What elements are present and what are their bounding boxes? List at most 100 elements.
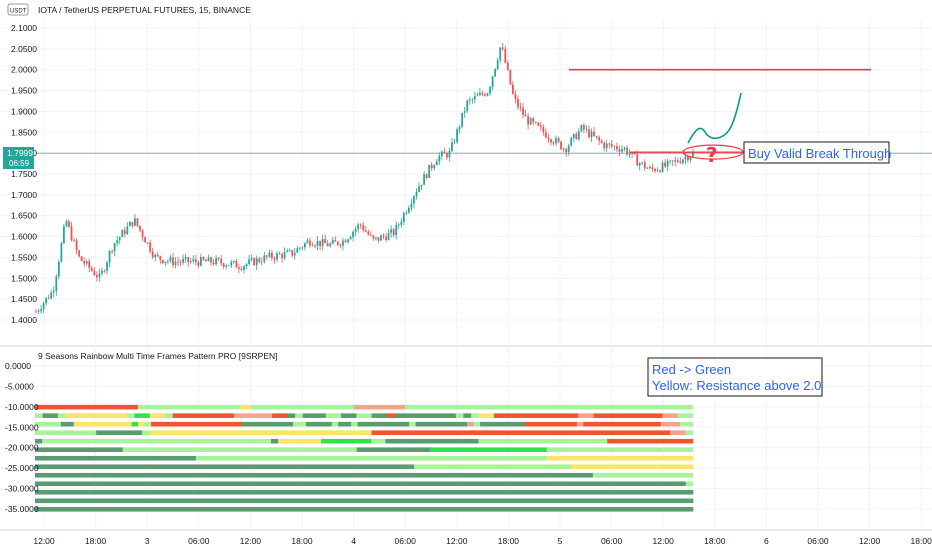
candle-body[interactable] [255, 258, 258, 266]
candle-body[interactable] [245, 263, 248, 267]
candle-body[interactable] [666, 161, 669, 167]
candle-body[interactable] [481, 92, 484, 95]
candle-body[interactable] [621, 149, 623, 152]
candle-body[interactable] [501, 47, 504, 49]
candle-body[interactable] [600, 140, 603, 143]
candle-body[interactable] [519, 107, 522, 108]
candle-body[interactable] [151, 251, 154, 258]
candle-body[interactable] [161, 259, 164, 264]
candle-body[interactable] [646, 167, 649, 169]
candle-body[interactable] [372, 235, 375, 239]
candle-body[interactable] [641, 162, 644, 164]
candle-body[interactable] [577, 131, 580, 140]
candle-body[interactable] [496, 60, 499, 69]
candle-body[interactable] [146, 242, 149, 244]
candle-body[interactable] [139, 225, 141, 231]
candle-body[interactable] [192, 259, 195, 262]
candle-body[interactable] [164, 261, 167, 264]
candle-body[interactable] [529, 118, 532, 125]
candle-body[interactable] [199, 257, 202, 266]
candle-body[interactable] [385, 236, 387, 241]
candle-body[interactable] [75, 240, 78, 251]
candle-body[interactable] [453, 142, 456, 144]
candle-body[interactable] [479, 92, 481, 96]
candle-body[interactable] [187, 257, 190, 263]
candle-body[interactable] [489, 87, 491, 94]
candle-body[interactable] [466, 100, 469, 112]
candle-body[interactable] [676, 160, 679, 162]
candle-body[interactable] [70, 226, 73, 241]
candle-body[interactable] [590, 131, 593, 138]
candle-body[interactable] [471, 99, 474, 101]
candle-body[interactable] [309, 240, 311, 246]
candle-body[interactable] [626, 147, 628, 155]
candle-body[interactable] [615, 146, 618, 150]
candle-body[interactable] [85, 261, 88, 264]
candle-body[interactable] [451, 142, 453, 151]
candle-body[interactable] [547, 137, 550, 140]
candle-body[interactable] [197, 262, 200, 266]
candle-body[interactable] [339, 244, 342, 246]
candle-body[interactable] [281, 254, 283, 259]
candle-body[interactable] [47, 297, 50, 299]
candle-body[interactable] [271, 252, 273, 259]
candle-body[interactable] [179, 261, 182, 263]
candle-body[interactable] [123, 230, 126, 235]
candle-body[interactable] [50, 292, 53, 299]
candle-body[interactable] [248, 259, 250, 264]
candle-body[interactable] [689, 156, 692, 161]
candle-body[interactable] [608, 143, 611, 145]
candle-body[interactable] [542, 127, 545, 133]
candle-body[interactable] [113, 243, 116, 252]
candle-body[interactable] [121, 230, 124, 238]
candle-body[interactable] [167, 261, 169, 262]
candle-body[interactable] [583, 125, 585, 130]
candle-body[interactable] [347, 239, 349, 243]
candle-body[interactable] [273, 258, 276, 260]
candle-body[interactable] [42, 303, 45, 310]
candle-body[interactable] [648, 167, 651, 168]
candle-body[interactable] [189, 261, 192, 263]
candle-body[interactable] [88, 261, 91, 268]
candle-body[interactable] [326, 243, 329, 247]
candle-body[interactable] [400, 221, 403, 225]
candle-body[interactable] [316, 240, 319, 246]
candle-body[interactable] [610, 144, 613, 147]
candle-body[interactable] [603, 142, 606, 149]
candle-body[interactable] [243, 266, 245, 270]
candle-body[interactable] [207, 257, 210, 262]
candle-body[interactable] [52, 291, 55, 293]
candle-body[interactable] [618, 149, 621, 152]
candle-body[interactable] [575, 133, 578, 140]
candle-body[interactable] [301, 247, 304, 249]
candle-body[interactable] [473, 96, 476, 100]
candle-body[interactable] [230, 262, 233, 266]
candle-body[interactable] [562, 148, 565, 150]
candle-body[interactable] [435, 161, 438, 166]
candle-body[interactable] [456, 129, 458, 143]
candle-body[interactable] [172, 257, 174, 266]
candle-body[interactable] [283, 252, 286, 259]
candle-body[interactable] [651, 167, 654, 169]
candle-body[interactable] [65, 221, 68, 227]
candle-body[interactable] [423, 174, 426, 185]
candle-body[interactable] [336, 241, 339, 245]
candle-body[interactable] [364, 230, 367, 232]
candle-body[interactable] [128, 221, 131, 227]
candle-body[interactable] [377, 237, 380, 241]
candle-body[interactable] [405, 212, 408, 214]
candle-body[interactable] [103, 270, 106, 272]
candle-body[interactable] [253, 258, 256, 266]
candle-body[interactable] [397, 224, 400, 226]
candle-body[interactable] [654, 168, 656, 172]
candle-body[interactable] [527, 116, 530, 125]
candle-body[interactable] [369, 234, 372, 236]
candle-body[interactable] [174, 261, 177, 266]
candle-body[interactable] [268, 252, 271, 257]
candle-body[interactable] [430, 165, 433, 169]
candle-body[interactable] [101, 270, 103, 274]
candle-body[interactable] [458, 126, 461, 130]
candle-body[interactable] [539, 125, 542, 128]
candle-body[interactable] [382, 235, 385, 237]
candle-body[interactable] [468, 99, 471, 101]
